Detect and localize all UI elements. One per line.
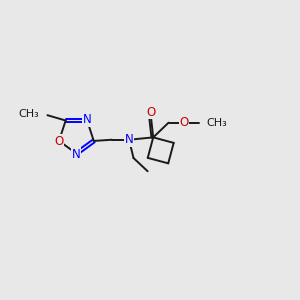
Text: CH₃: CH₃ xyxy=(207,118,228,128)
Text: N: N xyxy=(72,148,81,160)
Text: CH₃: CH₃ xyxy=(18,109,39,119)
Text: O: O xyxy=(54,135,64,148)
Text: O: O xyxy=(179,116,188,129)
Text: N: N xyxy=(125,133,134,146)
Text: N: N xyxy=(83,113,92,126)
Text: O: O xyxy=(146,106,155,118)
